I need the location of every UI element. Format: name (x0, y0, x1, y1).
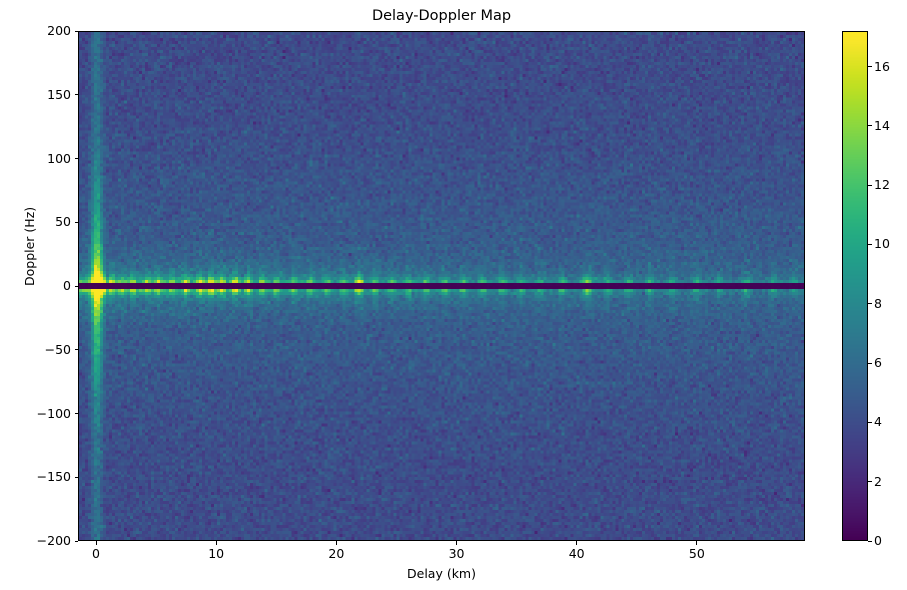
colorbar-tick-label: 12 (874, 177, 890, 193)
colorbar-tick-mark (868, 481, 872, 483)
x-tick-label: 30 (448, 546, 465, 561)
x-tick-label: 0 (92, 546, 100, 561)
colorbar-tick-label: 6 (874, 355, 882, 371)
delay-doppler-heatmap (79, 32, 804, 540)
x-tick-mark (95, 541, 97, 545)
colorbar-tick-mark (868, 540, 872, 542)
colorbar-tick-mark (868, 421, 872, 423)
y-tick-label: 200 (47, 23, 71, 38)
colorbar-tick-label: 14 (874, 117, 890, 133)
y-tick-mark (74, 540, 78, 542)
x-tick-label: 10 (208, 546, 225, 561)
x-axis-label: Delay (km) (407, 566, 476, 581)
x-tick-mark (456, 541, 458, 545)
y-tick-label: 150 (47, 86, 71, 102)
y-tick-mark (74, 221, 78, 223)
y-tick-mark (74, 30, 78, 32)
page-title: Delay-Doppler Map (371, 8, 512, 24)
colorbar-gradient (843, 32, 867, 540)
x-tick-mark (335, 541, 337, 545)
colorbar[interactable] (842, 31, 868, 541)
x-tick-mark (696, 541, 698, 545)
y-tick-label: −200 (36, 533, 71, 548)
y-tick-mark (74, 413, 78, 414)
y-tick-mark (74, 349, 78, 351)
x-tick-label: 20 (328, 546, 345, 561)
colorbar-tick-label: 0 (874, 533, 882, 548)
colorbar-tick-mark (868, 362, 872, 364)
y-tick-label: −100 (36, 405, 71, 421)
y-tick-label: 0 (63, 278, 71, 293)
colorbar-tick-mark (868, 303, 872, 305)
colorbar-tick-label: 8 (874, 295, 882, 311)
y-tick-label: −150 (36, 469, 71, 485)
y-tick-mark (74, 94, 78, 96)
y-tick-mark (74, 285, 78, 287)
y-tick-mark (74, 158, 78, 159)
colorbar-tick-mark (868, 184, 872, 186)
y-tick-label: 100 (47, 150, 71, 166)
x-tick-label: 50 (688, 546, 705, 561)
colorbar-tick-label: 16 (874, 58, 890, 74)
y-tick-mark (74, 476, 78, 478)
colorbar-tick-mark (868, 66, 872, 68)
x-tick-mark (576, 541, 578, 545)
x-tick-mark (215, 541, 217, 545)
colorbar-tick-label: 2 (874, 473, 882, 489)
heatmap-plot-area[interactable] (78, 31, 805, 541)
colorbar-tick-label: 10 (874, 236, 890, 252)
colorbar-tick-mark (868, 243, 872, 245)
colorbar-tick-label: 4 (874, 414, 882, 430)
colorbar-tick-mark (868, 125, 872, 127)
y-tick-label: −50 (44, 341, 71, 357)
y-tick-label: 50 (55, 214, 71, 230)
x-tick-label: 40 (568, 546, 585, 561)
